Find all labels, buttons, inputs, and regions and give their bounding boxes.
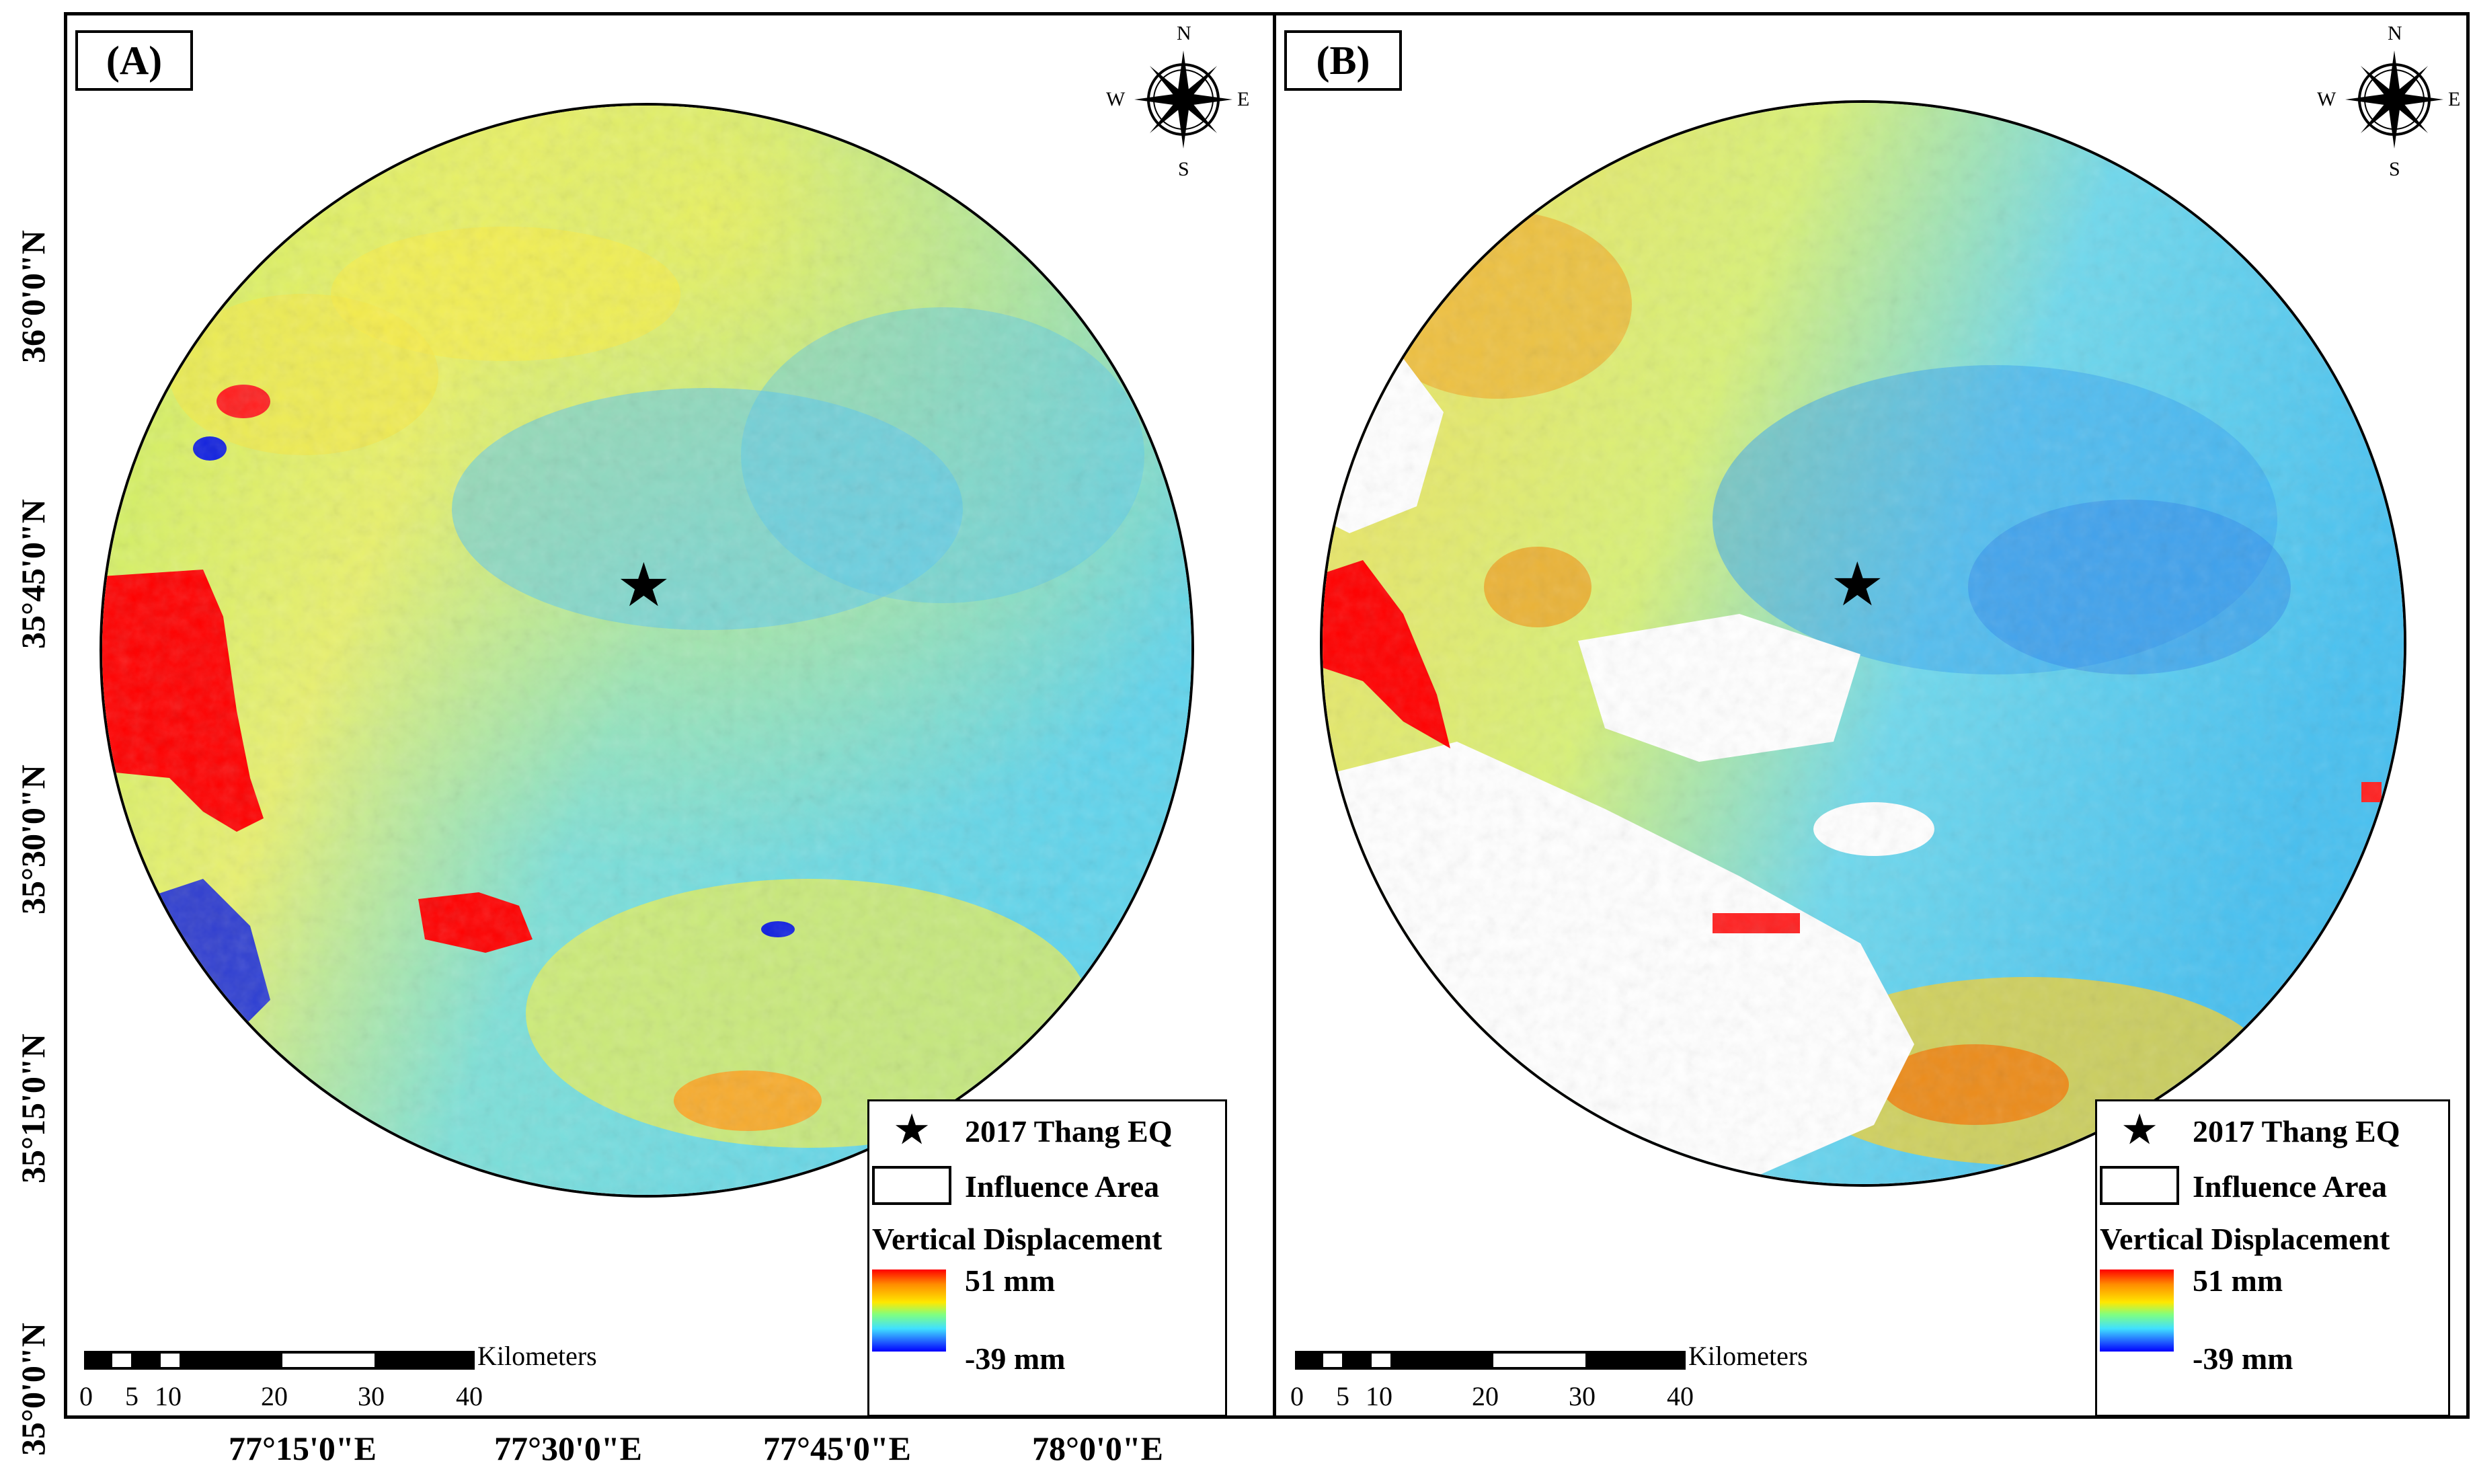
map-legend: ★ 2017 Thang EQ Influence Area Vertical …	[2095, 1099, 2450, 1417]
scale-tick-30: 30	[1569, 1381, 1596, 1411]
scale-tick-5: 5	[1336, 1381, 1349, 1411]
color-ramp	[2100, 1270, 2174, 1352]
legend-ramp-min: -39 mm	[2193, 1341, 2293, 1376]
compass-rose-icon	[1134, 50, 1232, 149]
scale-tick-20: 20	[1472, 1381, 1499, 1411]
scale-tick-10: 10	[1366, 1381, 1392, 1411]
scale-bar	[84, 1351, 477, 1370]
scale-unit: Kilometers	[477, 1341, 597, 1371]
map-panel-a: (A)	[64, 12, 1294, 1419]
influence-area-swatch	[872, 1166, 951, 1205]
compass-e: E	[2448, 88, 2461, 110]
legend-ramp-min: -39 mm	[965, 1341, 1066, 1376]
compass-s: S	[1178, 158, 1189, 180]
legend-epicenter: 2017 Thang EQ	[2193, 1114, 2400, 1148]
epicenter-star-icon: ★	[1830, 552, 1885, 619]
influence-area-swatch	[2100, 1166, 2179, 1205]
compass-s: S	[2389, 158, 2400, 180]
longitude-label-77-45: 77°45'0"E	[763, 1430, 911, 1467]
scale-tick-0: 0	[79, 1381, 93, 1411]
panel-label: (B)	[1284, 30, 1402, 91]
legend-ramp-title: Vertical Displacement	[2100, 1222, 2390, 1256]
star-icon: ★	[2123, 1109, 2157, 1151]
legend-ramp-max: 51 mm	[2193, 1263, 2283, 1298]
latitude-label-35-30: 35°30'0"N	[14, 765, 52, 914]
compass-w: W	[1106, 88, 1126, 110]
scale-unit: Kilometers	[1688, 1341, 1808, 1371]
latitude-label-35-0: 35°0'0"N	[14, 1323, 52, 1456]
displacement-raster: ★	[1320, 100, 2406, 1187]
latitude-label-35-15: 35°15'0"N	[14, 1033, 52, 1183]
compass-n: N	[2388, 22, 2402, 44]
star-icon: ★	[895, 1109, 929, 1151]
scale-tick-40: 40	[456, 1381, 483, 1411]
compass-rose: N S E W	[1106, 22, 1250, 180]
displacement-raster-svg	[102, 106, 1191, 1195]
compass-w: W	[2317, 88, 2336, 110]
compass-rose: N S E W	[2317, 22, 2461, 180]
legend-influence-area: Influence Area	[965, 1169, 1160, 1204]
map-legend: ★ 2017 Thang EQ Influence Area Vertical …	[867, 1099, 1227, 1417]
displacement-raster: ★	[100, 103, 1194, 1198]
longitude-label-77-30: 77°30'0"E	[494, 1430, 642, 1467]
scale-tick-20: 20	[261, 1381, 288, 1411]
scale-tick-5: 5	[125, 1381, 139, 1411]
compass-e: E	[1237, 88, 1250, 110]
compass-n: N	[1177, 22, 1191, 44]
scale-tick-10: 10	[155, 1381, 182, 1411]
legend-ramp-max: 51 mm	[965, 1263, 1056, 1298]
longitude-label-78-0: 78°0'0"E	[1032, 1430, 1163, 1467]
scale-tick-40: 40	[1667, 1381, 1694, 1411]
epicenter-star-icon: ★	[617, 553, 671, 619]
legend-ramp-title: Vertical Displacement	[872, 1222, 1163, 1256]
legend-epicenter: 2017 Thang EQ	[965, 1114, 1173, 1148]
latitude-label-36-0: 36°0'0"N	[14, 230, 52, 363]
scale-tick-0: 0	[1290, 1381, 1304, 1411]
latitude-label-35-45: 35°45'0"N	[14, 499, 52, 649]
legend-influence-area: Influence Area	[2193, 1169, 2388, 1204]
color-ramp	[872, 1270, 946, 1352]
panel-label: (A)	[75, 30, 193, 91]
scale-tick-30: 30	[358, 1381, 385, 1411]
scale-bar	[1295, 1351, 1688, 1370]
map-panel-b: (B)	[1273, 12, 2470, 1419]
longitude-label-77-15: 77°15'0"E	[229, 1430, 377, 1467]
displacement-raster-svg	[1323, 103, 2404, 1184]
compass-rose-icon	[2345, 50, 2443, 149]
